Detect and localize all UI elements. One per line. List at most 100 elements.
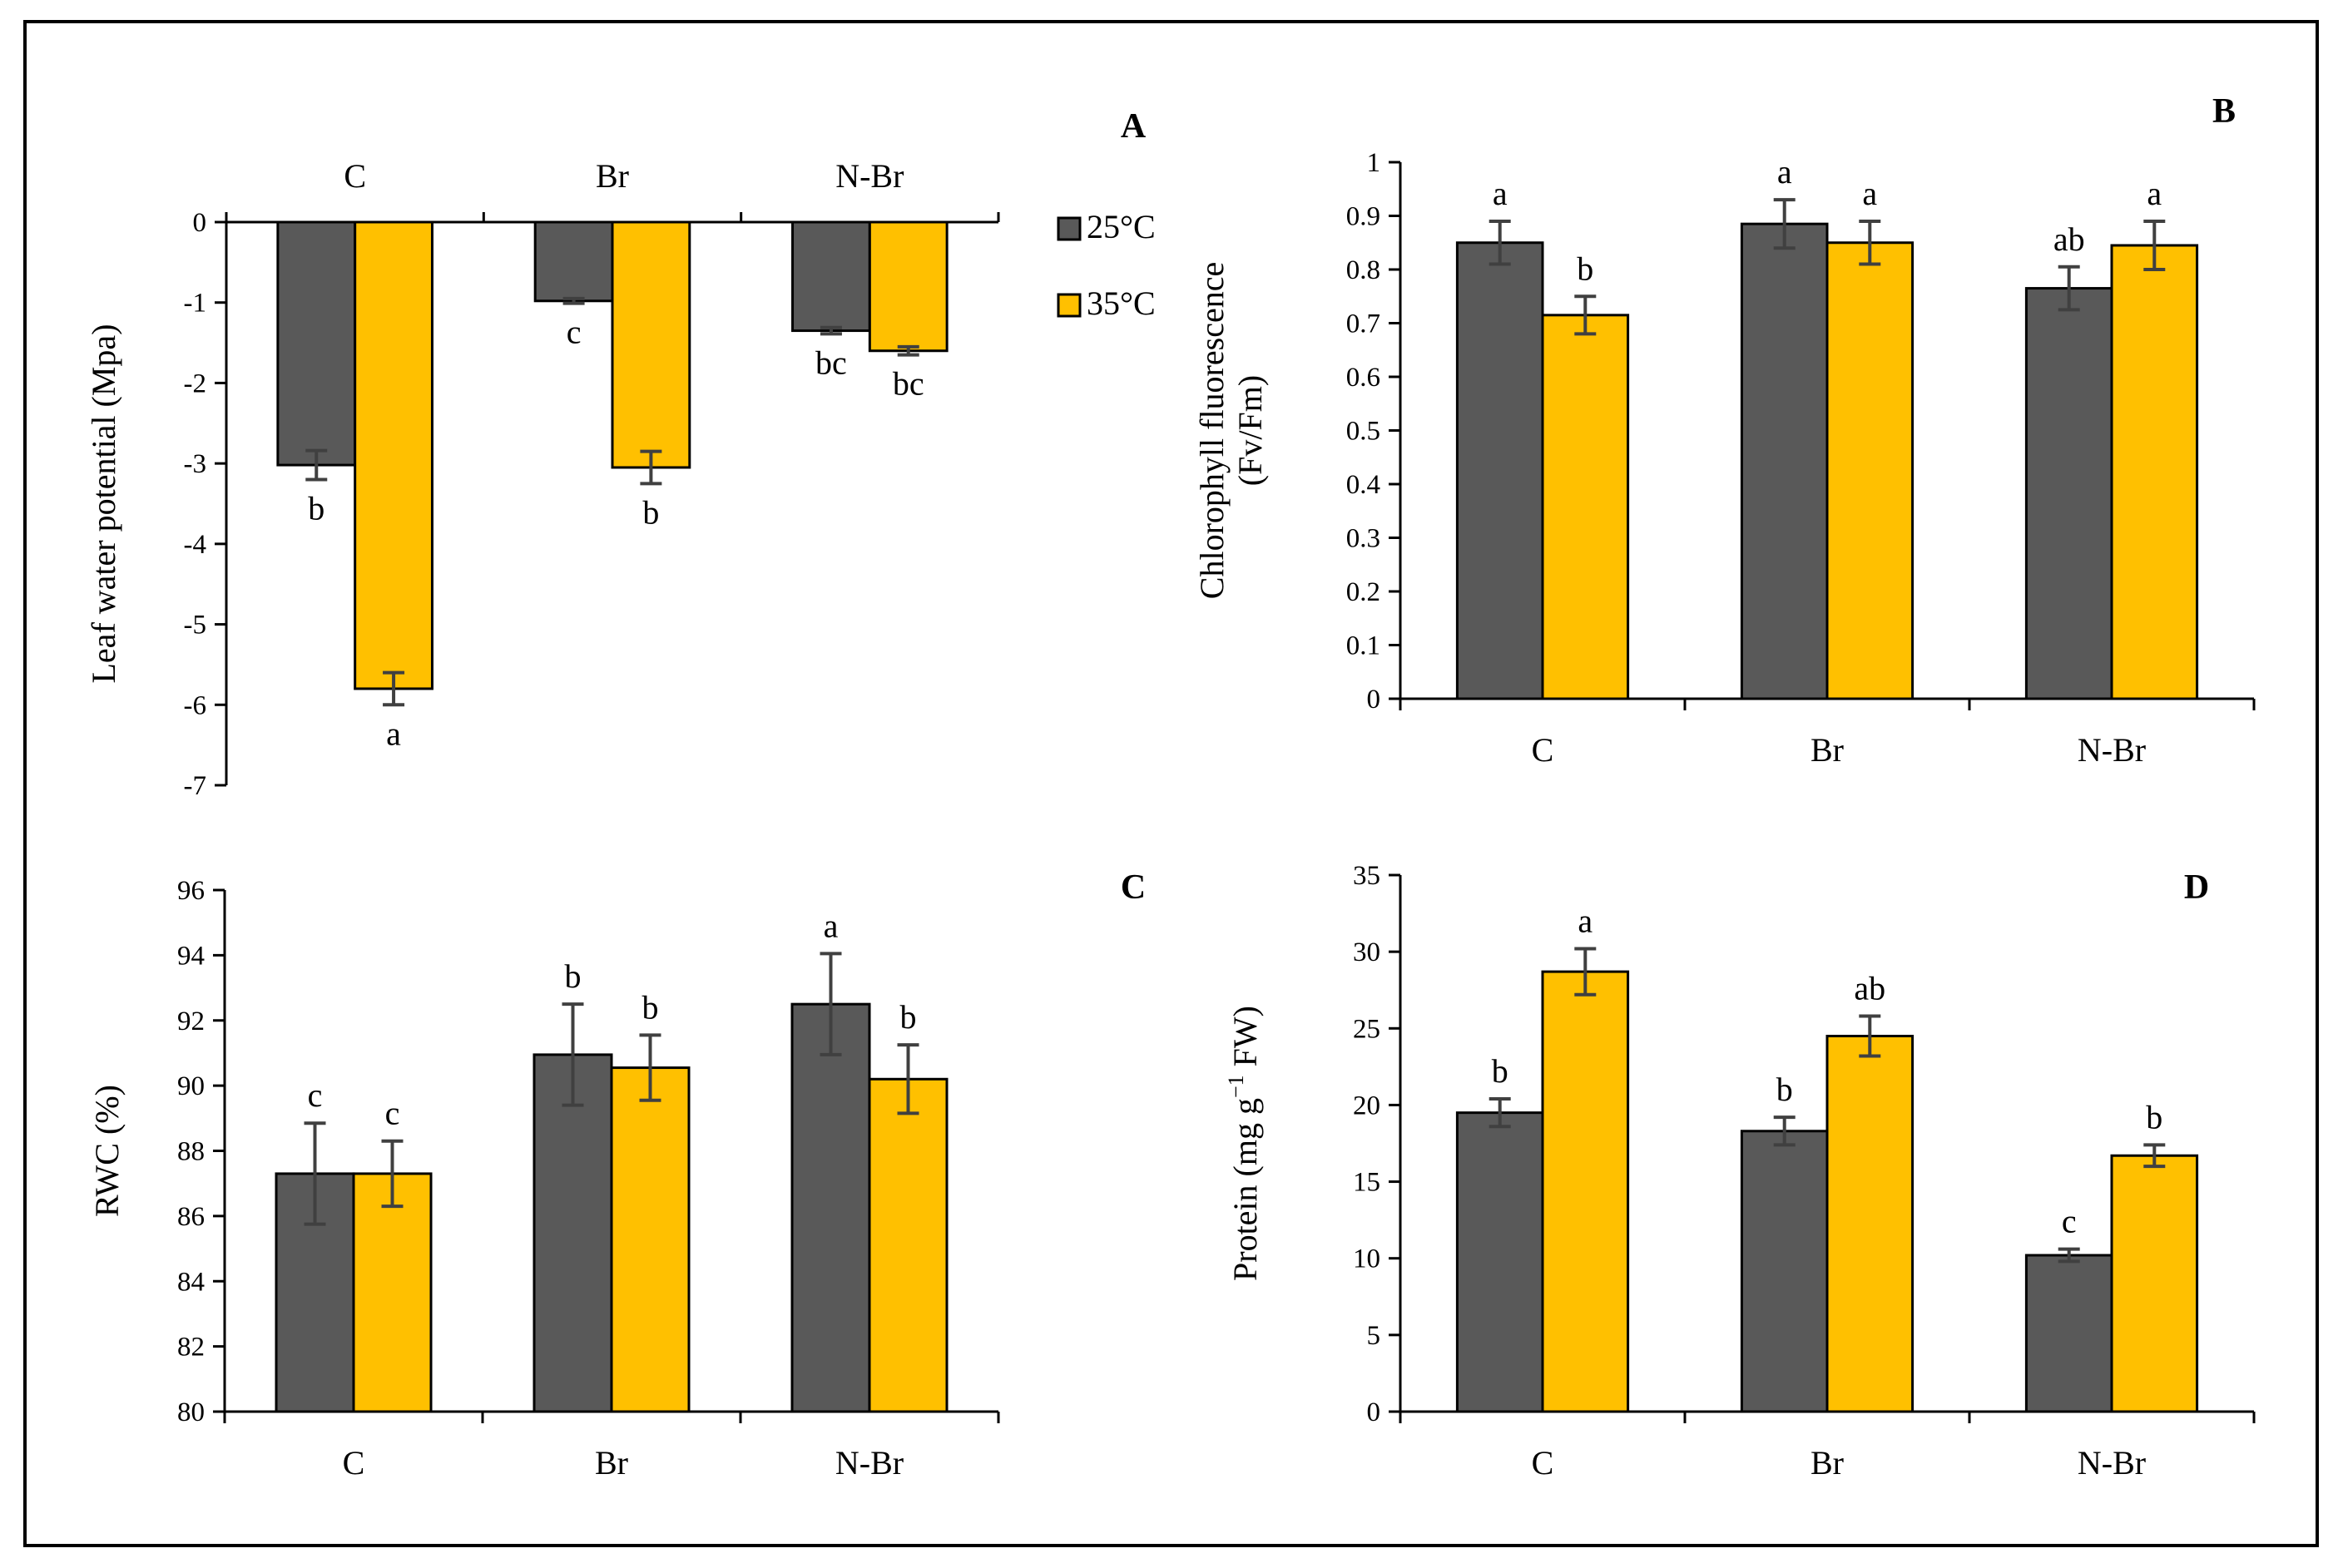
- category-label: Br: [1810, 1444, 1844, 1481]
- panel-letter: A: [1121, 107, 1147, 146]
- y-tick-label: 0.1: [1346, 631, 1380, 661]
- panel-c: 80 82 84 86 88 90 92 94 96 Cc c Br b b N-Br a b C RWC (%): [88, 868, 1146, 1481]
- y-tick-label: 0: [1367, 685, 1381, 715]
- bar: [1740, 222, 1829, 700]
- significance-letter: b: [1577, 250, 1593, 287]
- y-tick-label: 88: [177, 1137, 205, 1167]
- significance-letter: a: [1862, 175, 1877, 212]
- y-tick-label: -5: [184, 611, 207, 641]
- panel-d: 0 5 10 15 20 25 30 35 Cb a Br b ab N-Br c b D Protein (mg…: [1224, 861, 2256, 1481]
- category-label: N-Br: [835, 157, 904, 195]
- category-label: C: [1532, 1444, 1554, 1481]
- y-tick-label: -6: [184, 690, 207, 720]
- y-tick-label: 35: [1353, 861, 1380, 891]
- category-label: N-Br: [2078, 731, 2146, 769]
- y-axis-label: Leaf water potential (Mpa): [85, 324, 122, 683]
- bar: [790, 1002, 871, 1413]
- significance-letter: b: [308, 489, 324, 527]
- bar: [1825, 241, 1915, 700]
- bar: [2024, 1254, 2113, 1413]
- y-tick-label: 1: [1367, 148, 1381, 178]
- significance-letter: c: [567, 314, 582, 351]
- y-tick-label: -7: [184, 771, 207, 801]
- y-tick-label: 0: [193, 208, 207, 238]
- significance-letter: a: [1578, 902, 1593, 939]
- significance-letter: b: [642, 988, 659, 1026]
- significance-letter: bc: [815, 344, 847, 381]
- panel-letter: D: [2184, 868, 2209, 907]
- significance-letter: b: [1776, 1071, 1793, 1108]
- y-tick-label: 0.6: [1346, 363, 1380, 393]
- y-tick-label: -3: [184, 449, 207, 479]
- y-tick-label: 94: [177, 941, 205, 971]
- y-tick-label: 25: [1353, 1014, 1380, 1044]
- significance-letter: b: [900, 998, 917, 1036]
- y-tick-label: 10: [1353, 1244, 1380, 1274]
- bar: [2110, 244, 2199, 700]
- y-tick-label: 0.4: [1346, 470, 1380, 500]
- y-tick-label: 84: [177, 1267, 205, 1297]
- bar: [276, 220, 357, 467]
- legend-swatch: [1057, 216, 1082, 241]
- y-tick-label: -2: [184, 369, 207, 398]
- y-tick-label: 0.2: [1346, 577, 1380, 607]
- panel-letter: C: [1121, 868, 1146, 907]
- bar: [610, 1066, 691, 1413]
- bar: [868, 220, 949, 353]
- y-axis-label: Protein (mg g−1 FW): [1224, 1006, 1264, 1281]
- bar: [1455, 1111, 1544, 1413]
- y-tick-label: 0.7: [1346, 309, 1380, 339]
- category-label: C: [344, 157, 366, 195]
- bar: [1740, 1130, 1829, 1413]
- significance-letter: a: [2147, 175, 2162, 212]
- category-label: Br: [1810, 731, 1844, 769]
- bar: [354, 220, 433, 690]
- y-tick-label: 0.8: [1346, 255, 1380, 285]
- legend: 25°C 35°C: [1057, 208, 1156, 322]
- y-tick-label: 0.9: [1346, 202, 1380, 232]
- bar: [791, 220, 871, 333]
- significance-letter: c: [385, 1095, 400, 1132]
- y-tick-label: -1: [184, 289, 207, 319]
- bar: [532, 1053, 613, 1413]
- bar: [1541, 314, 1630, 700]
- significance-letter: a: [824, 907, 839, 944]
- y-axis-label-part: Protein (mg g: [1226, 1098, 1264, 1281]
- y-tick-label: 0.3: [1346, 524, 1380, 554]
- y-tick-label: 92: [177, 1007, 205, 1036]
- legend-label: 35°C: [1087, 284, 1156, 322]
- bar: [1825, 1035, 1915, 1413]
- y-tick-label: 90: [177, 1071, 205, 1101]
- legend-label: 25°C: [1087, 208, 1156, 245]
- significance-letter: a: [1777, 153, 1792, 190]
- y-tick-label: 0: [1367, 1397, 1381, 1427]
- y-tick-label: 5: [1367, 1321, 1381, 1351]
- bar: [1455, 241, 1544, 700]
- category-label: N-Br: [2078, 1444, 2146, 1481]
- bar: [2024, 287, 2113, 700]
- significance-letter: b: [565, 957, 582, 995]
- figure-border: [23, 20, 2319, 1547]
- bar: [611, 220, 691, 469]
- significance-letter: bc: [893, 365, 924, 403]
- category-label: C: [343, 1444, 365, 1481]
- y-tick-label: 15: [1353, 1168, 1380, 1198]
- significance-letter: c: [308, 1076, 323, 1114]
- bar: [352, 1172, 433, 1413]
- y-axis-label: (Fv/Fm): [1231, 375, 1269, 486]
- significance-letter: ab: [1854, 970, 1885, 1007]
- category-label: N-Br: [835, 1444, 904, 1481]
- significance-letter: c: [2062, 1203, 2077, 1240]
- category-label: Br: [595, 1444, 628, 1481]
- bar: [868, 1077, 949, 1413]
- significance-letter: b: [1492, 1052, 1508, 1090]
- y-tick-label: 0.5: [1346, 417, 1380, 447]
- significance-letter: b: [2146, 1098, 2162, 1135]
- y-tick-label: 86: [177, 1202, 205, 1232]
- bar: [533, 220, 614, 303]
- y-tick-label: 30: [1353, 937, 1380, 967]
- y-tick-label: 80: [177, 1397, 205, 1427]
- category-label: C: [1532, 731, 1554, 769]
- y-axis-label: Chlorophyll fluorescence: [1193, 262, 1231, 599]
- y-tick-label: 96: [177, 876, 205, 906]
